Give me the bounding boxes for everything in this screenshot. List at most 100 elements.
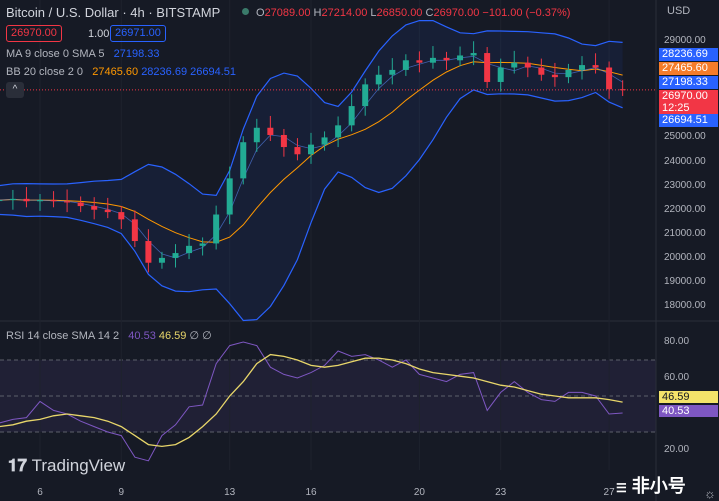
candle-body — [104, 209, 111, 213]
rsi-sma-value: 46.59 — [158, 330, 187, 342]
time-tick: 6 — [37, 487, 43, 498]
candle-body — [389, 69, 396, 75]
ma-price-label: 27198.33 — [659, 76, 718, 89]
candle-body — [348, 106, 355, 126]
candle-body — [321, 137, 328, 145]
l-label: L — [370, 7, 377, 19]
settings-gear-icon[interactable]: ☼ — [704, 486, 716, 501]
candle-body — [172, 253, 179, 258]
rsi-sma-axis-label: 46.59 — [659, 391, 718, 403]
brand-name: TradingView — [31, 456, 126, 475]
bb-indicator[interactable]: BB 20 close 2 0 27465.60 28236.69 26694.… — [6, 66, 236, 78]
candle-body — [64, 201, 71, 203]
candle-body — [118, 212, 125, 220]
candle-body — [186, 245, 193, 254]
candle-body — [429, 57, 436, 63]
symbol-title[interactable]: Bitcoin / U.S. Dollar · 4h · BITSTAMP — [6, 5, 221, 20]
candle-body — [226, 178, 233, 215]
candle-body — [565, 69, 572, 78]
candle-body — [497, 67, 504, 82]
candle-body — [131, 219, 138, 242]
last-price-label: 26970.00 12:25 — [659, 90, 718, 114]
price-tick: 25000.00 — [664, 131, 706, 143]
rsi-indicator[interactable]: RSI 14 close SMA 14 2 40.53 46.59 ∅ ∅ — [6, 329, 212, 342]
tradingview-logo[interactable]: 𝟏𝟕 TradingView — [8, 456, 125, 476]
candle-body — [579, 65, 585, 70]
candle-body — [402, 60, 409, 70]
ma-label: MA 9 close 0 SMA 5 — [6, 48, 105, 60]
candle-body — [457, 55, 464, 61]
h-label: H — [313, 7, 322, 19]
watermark: ☰ 非小号 — [616, 472, 686, 498]
c-label: C — [425, 7, 434, 19]
bb-lower-value: 26694.51 — [190, 66, 237, 78]
candle-body — [551, 74, 558, 78]
bb-basis-price-label: 27465.60 — [659, 62, 718, 75]
candle-body — [158, 257, 165, 263]
candle-body — [538, 67, 545, 75]
rsi-tick: 80.00 — [664, 336, 690, 347]
candle-body — [91, 206, 98, 210]
candle-body — [294, 147, 301, 155]
candle-body — [240, 142, 247, 179]
candle-body — [0, 200, 3, 202]
candle-body — [375, 74, 382, 85]
price-tick: 21000.00 — [664, 227, 706, 239]
candle-body — [308, 144, 314, 155]
ma-indicator[interactable]: MA 9 close 0 SMA 5 27198.33 — [6, 48, 160, 60]
rsi-sma-line — [0, 353, 623, 448]
price-tick: 29000.00 — [664, 35, 706, 46]
rsi-axis-label: 40.53 — [659, 405, 718, 417]
rsi-tick: 20.00 — [664, 444, 690, 455]
bb-upper-value: 28236.69 — [141, 66, 188, 78]
candle-body — [606, 67, 613, 90]
close-value: 26970.00 — [433, 7, 480, 19]
candle-body — [77, 202, 84, 207]
low-value: 26850.00 — [376, 7, 423, 19]
candle-body — [23, 198, 30, 202]
bb-upper-line — [0, 20, 623, 197]
candle-body — [470, 53, 477, 56]
candle-body — [362, 84, 369, 107]
candle-body — [253, 127, 260, 143]
bb-upper-price-label: 28236.69 — [659, 48, 718, 61]
rsi-extra: ∅ ∅ — [189, 330, 212, 342]
bb-fill — [0, 20, 623, 321]
buy-button[interactable]: 26971.00 — [110, 25, 166, 42]
price-tick: 23000.00 — [664, 179, 706, 191]
candle-body — [443, 57, 450, 61]
candle-body — [416, 60, 423, 63]
candle-body — [484, 53, 491, 82]
ma-value: 27198.33 — [113, 48, 160, 60]
time-tick: 27 — [603, 487, 615, 498]
bb-label: BB 20 close 2 0 — [6, 66, 84, 78]
candle-body — [335, 125, 342, 138]
tv-logo-icon: 𝟏𝟕 — [8, 456, 27, 475]
o-label: O — [256, 7, 265, 19]
price-tick: 18000.00 — [664, 300, 706, 312]
rsi-tick: 60.00 — [664, 372, 690, 383]
candle-body — [280, 134, 287, 148]
bb-lower-line — [0, 89, 623, 322]
time-tick: 23 — [495, 487, 507, 498]
time-tick: 9 — [118, 487, 125, 498]
candle-body — [9, 198, 16, 201]
watermark-text: 非小号 — [631, 476, 686, 496]
spread: 1.00 — [88, 28, 110, 40]
collapse-legend-button[interactable]: ^ — [6, 82, 24, 98]
rsi-label: RSI 14 close SMA 14 2 — [6, 330, 120, 342]
candle-body — [37, 200, 43, 202]
candle-body — [267, 127, 274, 135]
currency-selector[interactable]: USD — [667, 5, 691, 17]
time-tick: 13 — [224, 487, 236, 498]
candle-body — [619, 89, 626, 91]
time-tick: 16 — [305, 487, 317, 498]
bb-basis-value: 27465.60 — [92, 66, 139, 78]
sell-button[interactable]: 26970.00 — [6, 25, 62, 42]
market-status-icon — [242, 8, 249, 15]
candle-body — [199, 243, 206, 246]
bar-countdown: 12:25 — [662, 102, 690, 114]
price-tick: 22000.00 — [664, 203, 706, 215]
